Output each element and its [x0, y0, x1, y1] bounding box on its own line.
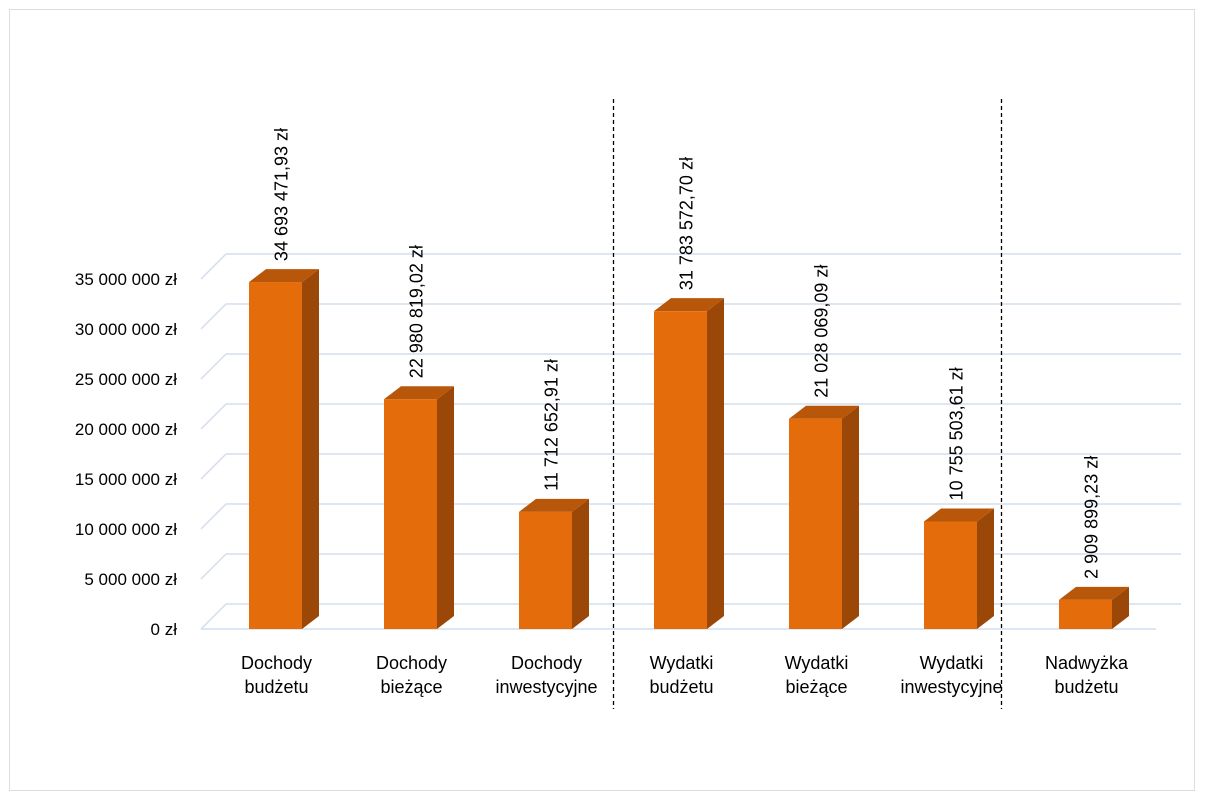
grid-diagonal: [200, 503, 227, 530]
grid-diagonal: [200, 603, 227, 630]
bar-top-face: [789, 405, 859, 419]
data-label: 22 980 819,02 zł: [407, 245, 427, 378]
x-category-line: bieżące: [380, 677, 442, 697]
data-label: 2 909 899,23 zł: [1082, 456, 1102, 579]
bar-top-face: [384, 386, 454, 400]
bar-chart: 0 zł 5 000 000 zł 10 000 000 zł 15 000 000 …: [75, 99, 1181, 709]
y-tick-label: 0 zł: [151, 620, 178, 639]
x-category-line: Wydatki: [920, 653, 984, 673]
bar-side-face: [572, 498, 589, 629]
x-category-line: budżetu: [649, 677, 713, 697]
x-category-line: Dochody: [511, 653, 582, 673]
x-category-label: Dochody bieżące: [376, 653, 447, 697]
y-tick-label: 25 000 000 zł: [75, 370, 177, 389]
y-tick-label: 35 000 000 zł: [75, 270, 177, 289]
grid-diagonal: [200, 353, 227, 380]
x-category-line: budżetu: [244, 677, 308, 697]
bar-front-face: [654, 311, 707, 629]
grid-diagonal: [200, 453, 227, 480]
bar-front-face: [1059, 599, 1112, 629]
x-category-label: Dochody budżetu: [241, 653, 312, 697]
bar-side-face: [842, 405, 859, 629]
x-category-line: Nadwyżka: [1045, 653, 1129, 673]
bar-2: [384, 386, 454, 629]
bar-side-face: [1112, 586, 1129, 629]
data-label: 34 693 471,93 zł: [272, 128, 292, 261]
bar-side-face: [707, 298, 724, 629]
x-category-label: Dochody inwestycyjne: [495, 653, 597, 697]
y-tick-label: 5 000 000 zł: [84, 570, 177, 589]
bar-3: [519, 498, 589, 629]
x-category-label: Nadwyżka budżetu: [1045, 653, 1129, 697]
bar-front-face: [789, 418, 842, 629]
bar-front-face: [924, 521, 977, 629]
bar-side-face: [437, 386, 454, 629]
grid-diagonal: [200, 253, 227, 280]
bar-front-face: [249, 282, 302, 629]
x-category-line: Wydatki: [785, 653, 849, 673]
x-category-line: Wydatki: [650, 653, 714, 673]
grid-diagonal: [200, 553, 227, 580]
bar-side-face: [302, 269, 319, 629]
data-label: 21 028 069,09 zł: [812, 265, 832, 398]
bar-top-face: [924, 508, 994, 522]
bar-1: [249, 269, 319, 629]
x-category-line: budżetu: [1054, 677, 1118, 697]
x-category-line: bieżące: [785, 677, 847, 697]
grid-diagonal: [200, 303, 227, 330]
x-category-line: inwestycyjne: [495, 677, 597, 697]
bar-top-face: [519, 498, 589, 512]
data-label: 31 783 572,70 zł: [677, 157, 697, 290]
bar-top-face: [654, 298, 724, 312]
bar-7: [1059, 586, 1129, 629]
bar-top-face: [1059, 586, 1129, 600]
bar-side-face: [977, 508, 994, 629]
x-category-label: Wydatki bieżące: [785, 653, 849, 697]
y-tick-label: 30 000 000 zł: [75, 320, 177, 339]
y-tick-label: 15 000 000 zł: [75, 470, 177, 489]
chart-plot: 0 zł 5 000 000 zł 10 000 000 zł 15 000 000 …: [75, 99, 1181, 709]
x-category-line: Dochody: [241, 653, 312, 673]
x-category-label: Wydatki budżetu: [649, 653, 713, 697]
x-category-line: Dochody: [376, 653, 447, 673]
bar-top-face: [249, 269, 319, 283]
y-tick-label: 20 000 000 zł: [75, 420, 177, 439]
grid-diagonal: [200, 403, 227, 430]
chart-frame: 0 zł 5 000 000 zł 10 000 000 zł 15 000 000 …: [9, 9, 1195, 791]
y-tick-label: 10 000 000 zł: [75, 520, 177, 539]
bar-5: [789, 405, 859, 629]
data-label: 10 755 503,61 zł: [947, 367, 967, 500]
x-category-label: Wydatki inwestycyjne: [900, 653, 1002, 697]
bar-front-face: [519, 511, 572, 629]
x-category-line: inwestycyjne: [900, 677, 1002, 697]
bar-4: [654, 298, 724, 629]
bar-front-face: [384, 399, 437, 629]
bar-6: [924, 508, 994, 629]
data-label: 11 712 652,91 zł: [542, 359, 562, 491]
